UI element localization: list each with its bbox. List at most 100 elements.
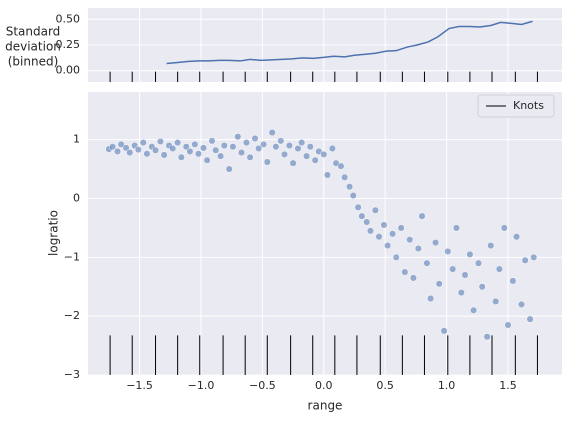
- scatter-point: [483, 333, 491, 341]
- scatter-point: [346, 183, 354, 191]
- scatter-point: [513, 233, 521, 241]
- scatter-point: [151, 146, 160, 154]
- scatter-point: [461, 271, 469, 279]
- scatter-point: [225, 165, 233, 173]
- scatter-point: [354, 203, 362, 211]
- scatter-point: [174, 139, 182, 147]
- y-tick-label: 0: [73, 191, 80, 204]
- scatter-point: [470, 306, 478, 314]
- scatter-point: [126, 149, 134, 157]
- scatter-point: [160, 151, 168, 159]
- scatter-point: [457, 289, 465, 297]
- scatter-point: [526, 315, 534, 323]
- scatter-point: [109, 143, 117, 151]
- y-tick-label: −2: [64, 309, 80, 322]
- scatter-point: [320, 150, 328, 158]
- x-tick-label: 1.0: [438, 379, 456, 392]
- scatter-point: [306, 143, 314, 151]
- scatter-point: [280, 150, 289, 158]
- scatter-point: [311, 156, 319, 164]
- scatter-point: [156, 137, 165, 145]
- scatter-point: [255, 144, 263, 153]
- scatter-point: [220, 141, 228, 150]
- scatter-point: [388, 230, 397, 238]
- x-tick-label: −1.5: [126, 379, 153, 392]
- scatter-point: [375, 233, 383, 241]
- scatter-point: [260, 140, 268, 148]
- scatter-point: [323, 171, 332, 179]
- scatter-point: [122, 144, 130, 152]
- scatter-point: [246, 153, 254, 161]
- scatter-point: [474, 259, 483, 267]
- scatter-point: [401, 268, 409, 276]
- scatter-point: [504, 321, 512, 329]
- scatter-point: [289, 159, 297, 167]
- scatter-point: [134, 146, 142, 154]
- scatter-point: [414, 244, 422, 253]
- scatter-point: [298, 139, 306, 147]
- scatter-point: [431, 239, 440, 247]
- scatter-point: [277, 137, 285, 145]
- scatter-point: [341, 173, 349, 181]
- scatter-point: [349, 192, 357, 200]
- scatter-point: [521, 256, 529, 264]
- y-tick-label: 1: [73, 133, 80, 146]
- scatter-point: [328, 144, 336, 153]
- scatter-point: [427, 294, 435, 303]
- scatter-point: [177, 153, 185, 161]
- x-tick-label: 0.0: [315, 379, 333, 392]
- scatter-point: [117, 140, 125, 148]
- scatter-point: [444, 247, 452, 255]
- scatter-point: [466, 250, 474, 258]
- scatter-point: [500, 224, 508, 232]
- scatter-point: [208, 137, 216, 145]
- legend-box: [477, 94, 555, 118]
- scatter-point: [478, 283, 486, 291]
- legend-label: Knots: [513, 99, 544, 112]
- scatter-point: [449, 265, 457, 273]
- scatter-point: [452, 224, 460, 232]
- scatter-point: [384, 242, 392, 250]
- scatter-point: [380, 221, 388, 229]
- scatter-point: [509, 277, 517, 285]
- scatter-point: [409, 274, 417, 282]
- scatter-point: [440, 327, 448, 335]
- scatter-point: [358, 212, 366, 220]
- scatter-point: [303, 152, 311, 160]
- y-tick-label: 0.00: [56, 64, 81, 77]
- scatter-point: [182, 143, 190, 151]
- scatter-point: [272, 143, 280, 151]
- scatter-point: [191, 140, 199, 148]
- scatter-point: [392, 253, 400, 261]
- scatter-point: [363, 218, 371, 226]
- scatter-point: [217, 152, 225, 160]
- scatter-point: [203, 156, 211, 164]
- scatter-point: [435, 280, 443, 288]
- y-tick-label: −3: [64, 368, 80, 381]
- scatter-point: [530, 253, 538, 261]
- y-axis-label: logratio: [47, 210, 61, 256]
- scatter-point: [139, 139, 147, 147]
- x-tick-label: −0.5: [249, 379, 276, 392]
- data-line: [166, 20, 533, 65]
- x-axis-label: range: [308, 399, 343, 413]
- scatter-point: [487, 242, 495, 250]
- plot-background: [88, 92, 562, 375]
- scatter-point: [113, 147, 122, 155]
- scatter-point: [234, 133, 242, 141]
- scatter-point: [337, 162, 345, 170]
- scatter-point: [186, 147, 194, 155]
- scatter-point: [251, 134, 259, 143]
- y-axis-label: deviation: [5, 40, 61, 54]
- y-tick-label: −1: [64, 250, 80, 263]
- scatter-point: [418, 212, 426, 220]
- y-axis-label: (binned): [8, 55, 59, 69]
- y-tick-label: 0.25: [56, 38, 81, 51]
- scatter-point: [212, 146, 220, 154]
- scatter-point: [397, 224, 405, 232]
- scatter-point: [371, 206, 379, 214]
- scatter-point: [423, 259, 431, 267]
- scatter-point: [229, 143, 237, 151]
- scatter-point: [492, 297, 500, 306]
